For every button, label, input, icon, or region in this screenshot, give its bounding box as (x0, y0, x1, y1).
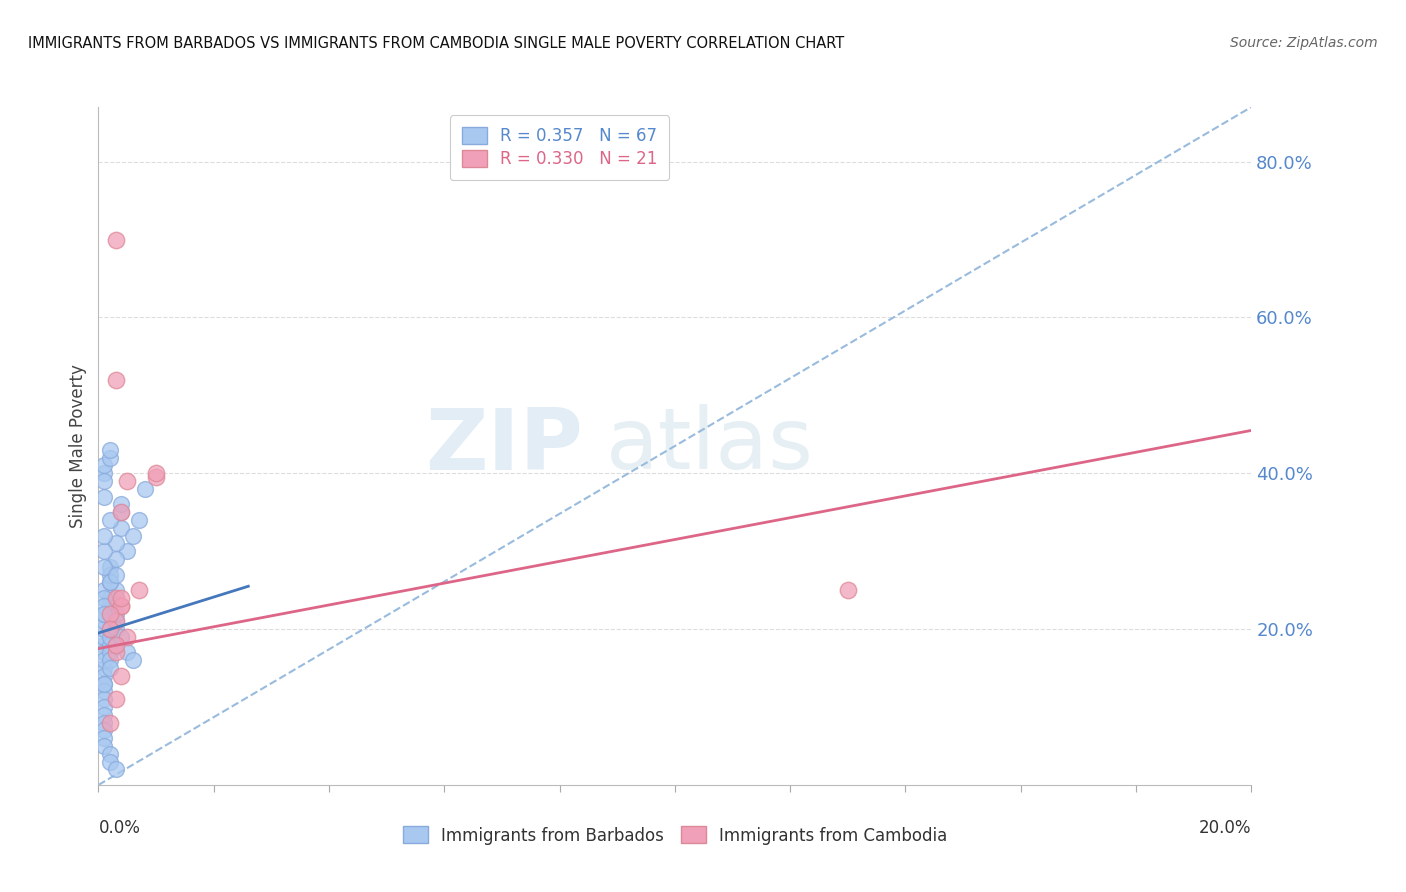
Text: atlas: atlas (606, 404, 814, 488)
Point (145, 470, 167, 484)
Point (122, 653, 145, 667)
Legend: Immigrants from Barbados, Immigrants from Cambodia: Immigrants from Barbados, Immigrants fro… (396, 820, 953, 851)
Point (98, 607, 121, 621)
Point (93, 676, 115, 690)
Point (93, 653, 115, 667)
Point (93, 467, 115, 481)
Point (93, 645, 115, 659)
Point (93, 715, 115, 730)
Point (104, 692, 127, 706)
Point (98, 567, 121, 582)
Point (93, 490, 115, 504)
Point (104, 536, 127, 550)
Y-axis label: Single Male Poverty: Single Male Poverty (69, 364, 87, 528)
Point (134, 482, 156, 496)
Text: ZIP: ZIP (425, 404, 582, 488)
Point (122, 528, 145, 542)
Point (93, 707, 115, 722)
Point (110, 599, 132, 613)
Point (93, 528, 115, 542)
Point (128, 583, 150, 598)
Point (98, 513, 121, 527)
Text: IMMIGRANTS FROM BARBADOS VS IMMIGRANTS FROM CAMBODIA SINGLE MALE POVERTY CORRELA: IMMIGRANTS FROM BARBADOS VS IMMIGRANTS F… (28, 36, 845, 51)
Point (98, 559, 121, 574)
Point (98, 755, 121, 769)
Point (104, 373, 127, 387)
Point (98, 622, 121, 636)
Point (104, 567, 127, 582)
Point (110, 599, 132, 613)
Point (104, 591, 127, 605)
Point (93, 731, 115, 746)
Point (93, 622, 115, 636)
Point (98, 638, 121, 652)
Point (93, 607, 115, 621)
Point (98, 575, 121, 590)
Text: 0.0%: 0.0% (98, 819, 141, 837)
Point (98, 645, 121, 659)
Point (93, 607, 115, 621)
Point (93, 684, 115, 698)
Point (104, 583, 127, 598)
Point (98, 715, 121, 730)
Point (104, 607, 127, 621)
Point (93, 723, 115, 738)
Point (93, 599, 115, 613)
Point (110, 591, 132, 605)
Point (93, 700, 115, 714)
Point (93, 544, 115, 558)
Point (110, 505, 132, 519)
Point (104, 645, 127, 659)
Point (98, 622, 121, 636)
Point (104, 552, 127, 566)
Point (93, 630, 115, 644)
Point (104, 615, 127, 629)
Point (104, 622, 127, 636)
Point (93, 583, 115, 598)
Point (104, 615, 127, 629)
Point (98, 747, 121, 761)
Point (98, 653, 121, 667)
Point (93, 692, 115, 706)
Point (98, 630, 121, 644)
Point (110, 521, 132, 535)
Point (93, 669, 115, 683)
Point (104, 638, 127, 652)
Point (93, 474, 115, 488)
Point (98, 442, 121, 457)
Point (110, 669, 132, 683)
Point (110, 498, 132, 512)
Point (98, 450, 121, 465)
Point (98, 607, 121, 621)
Point (117, 630, 139, 644)
Point (117, 645, 139, 659)
Point (93, 739, 115, 753)
Point (98, 575, 121, 590)
Point (117, 544, 139, 558)
Point (117, 474, 139, 488)
Point (98, 599, 121, 613)
Point (93, 458, 115, 473)
Point (98, 661, 121, 675)
Point (104, 233, 127, 247)
Point (93, 638, 115, 652)
Text: Source: ZipAtlas.com: Source: ZipAtlas.com (1230, 36, 1378, 50)
Point (93, 661, 115, 675)
Point (837, 583, 859, 598)
Point (145, 467, 167, 481)
Text: 20.0%: 20.0% (1199, 819, 1251, 837)
Point (128, 513, 150, 527)
Point (93, 615, 115, 629)
Point (110, 630, 132, 644)
Point (110, 505, 132, 519)
Point (98, 591, 121, 605)
Point (93, 676, 115, 690)
Point (104, 638, 127, 652)
Point (93, 591, 115, 605)
Point (93, 559, 115, 574)
Point (104, 763, 127, 777)
